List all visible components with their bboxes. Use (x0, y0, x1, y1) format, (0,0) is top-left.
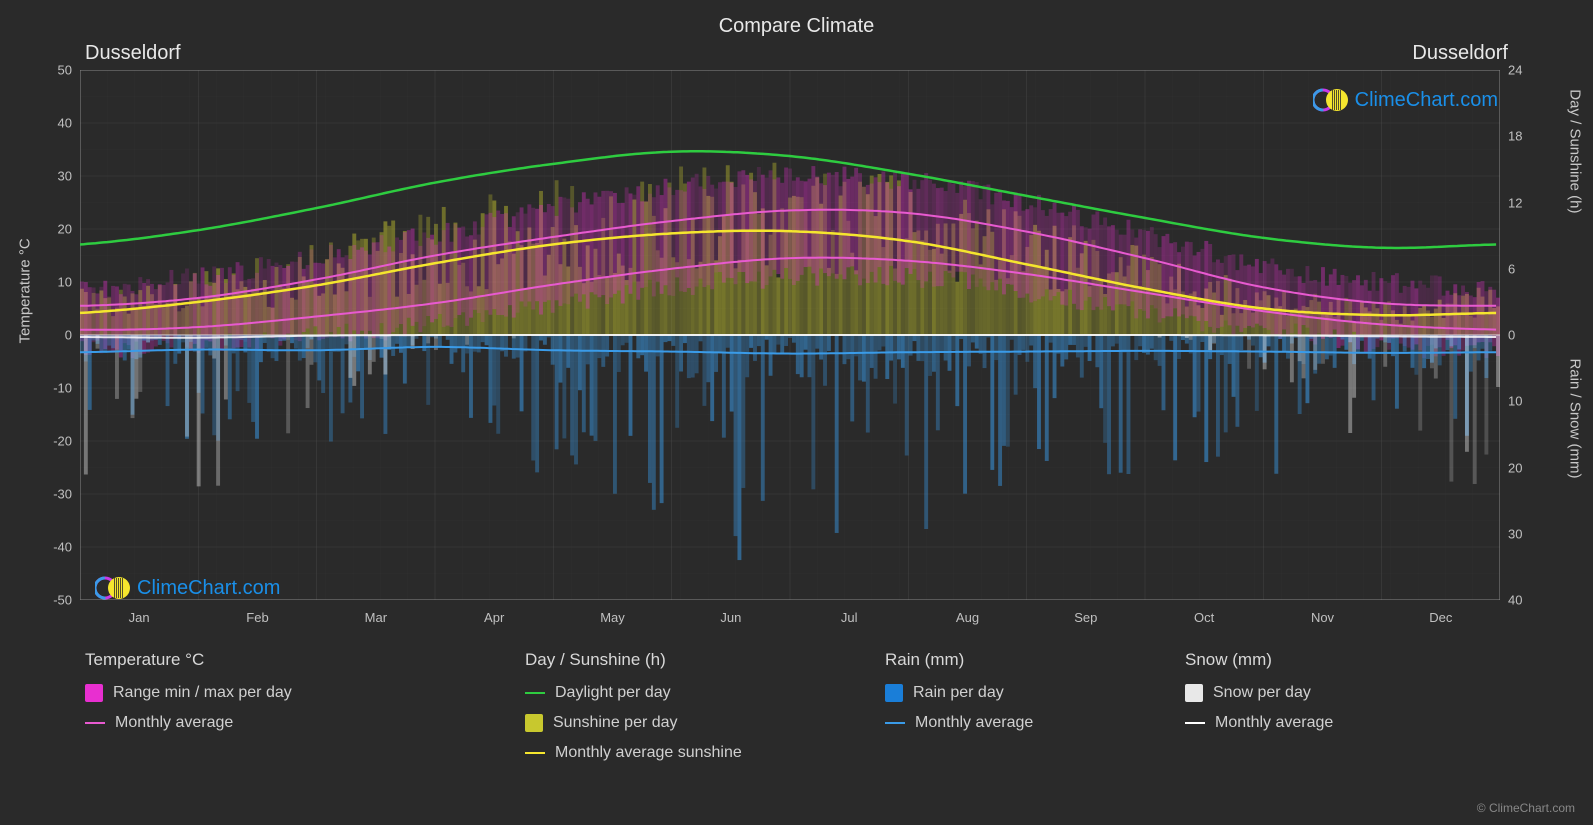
x-tick-month: Nov (1311, 610, 1334, 625)
legend-label: Daylight per day (555, 684, 671, 702)
x-tick-month: Oct (1194, 610, 1214, 625)
x-tick-month: Jan (129, 610, 150, 625)
legend-item-avg-sun: Monthly average sunshine (525, 744, 885, 762)
swatch-sunshine (525, 714, 543, 732)
climechart-logo-icon (1313, 87, 1349, 113)
y-tick-left: 0 (65, 328, 72, 343)
swatch-rain-avg (885, 722, 905, 724)
city-label-right: Dusseldorf (1412, 42, 1508, 65)
y-tick-right: 18 (1508, 129, 1522, 144)
y-tick-right: 40 (1508, 593, 1522, 608)
legend-item-temp-range: Range min / max per day (85, 684, 525, 702)
x-tick-month: Aug (956, 610, 979, 625)
y-tick-right: 10 (1508, 394, 1522, 409)
legend-col-snow: Snow (mm) Snow per day Monthly average (1185, 650, 1445, 762)
plot-area: -50-40-30-20-100102030405006121824102030… (80, 70, 1500, 600)
x-tick-month: Apr (484, 610, 504, 625)
watermark-text: ClimeChart.com (137, 577, 280, 600)
watermark-top-right: ClimeChart.com (1313, 87, 1498, 113)
y-tick-left: -50 (53, 593, 72, 608)
legend-label: Sunshine per day (553, 714, 678, 732)
legend-label: Range min / max per day (113, 684, 292, 702)
city-label-left: Dusseldorf (85, 42, 181, 65)
y-tick-left: 10 (58, 275, 72, 290)
y-tick-left: -30 (53, 487, 72, 502)
legend-item-rain-day: Rain per day (885, 684, 1185, 702)
legend-heading-temperature: Temperature °C (85, 650, 525, 670)
y-tick-left: -40 (53, 540, 72, 555)
x-tick-month: Sep (1074, 610, 1097, 625)
y-tick-left: -20 (53, 434, 72, 449)
legend-item-daylight: Daylight per day (525, 684, 885, 702)
y-tick-right: 12 (1508, 195, 1522, 210)
chart-svg (80, 70, 1500, 600)
swatch-temp-avg (85, 722, 105, 724)
x-tick-month: Mar (365, 610, 387, 625)
legend-col-temperature: Temperature °C Range min / max per day M… (85, 650, 525, 762)
y-tick-left: 30 (58, 169, 72, 184)
x-tick-month: Jun (720, 610, 741, 625)
x-tick-month: May (600, 610, 625, 625)
legend-col-daysun: Day / Sunshine (h) Daylight per day Suns… (525, 650, 885, 762)
y-tick-right: 24 (1508, 63, 1522, 78)
swatch-rain (885, 684, 903, 702)
legend-label: Monthly average sunshine (555, 744, 742, 762)
x-tick-month: Feb (246, 610, 268, 625)
legend-item-sunshine: Sunshine per day (525, 714, 885, 732)
watermark-text: ClimeChart.com (1355, 89, 1498, 112)
legend-heading-rain: Rain (mm) (885, 650, 1185, 670)
legend-item-temp-avg: Monthly average (85, 714, 525, 732)
climechart-logo-icon (95, 575, 131, 601)
y-tick-left: -10 (53, 381, 72, 396)
y-axis-right-top-label: Day / Sunshine (h) (1567, 89, 1584, 213)
copyright: © ClimeChart.com (1477, 801, 1575, 815)
x-tick-month: Dec (1429, 610, 1452, 625)
legend-label: Monthly average (1215, 714, 1333, 732)
watermark-bottom-left: ClimeChart.com (95, 575, 280, 601)
swatch-daylight (525, 692, 545, 694)
y-tick-right: 20 (1508, 460, 1522, 475)
legend-col-rain: Rain (mm) Rain per day Monthly average (885, 650, 1185, 762)
legend-heading-snow: Snow (mm) (1185, 650, 1445, 670)
y-axis-left-label: Temperature °C (17, 238, 34, 343)
y-tick-right: 30 (1508, 526, 1522, 541)
legend-item-snow-avg: Monthly average (1185, 714, 1445, 732)
x-tick-month: Jul (841, 610, 858, 625)
y-axis-right-bottom-label: Rain / Snow (mm) (1567, 358, 1584, 478)
legend: Temperature °C Range min / max per day M… (85, 650, 1505, 762)
legend-label: Monthly average (115, 714, 233, 732)
swatch-avg-sunshine (525, 752, 545, 754)
legend-label: Rain per day (913, 684, 1004, 702)
y-tick-right: 6 (1508, 261, 1515, 276)
legend-label: Snow per day (1213, 684, 1311, 702)
legend-label: Monthly average (915, 714, 1033, 732)
legend-item-rain-avg: Monthly average (885, 714, 1185, 732)
chart-title: Compare Climate (0, 0, 1593, 38)
legend-item-snow-day: Snow per day (1185, 684, 1445, 702)
y-tick-left: 40 (58, 116, 72, 131)
swatch-snow-avg (1185, 722, 1205, 724)
y-tick-right: 0 (1508, 328, 1515, 343)
y-tick-left: 50 (58, 63, 72, 78)
swatch-snow (1185, 684, 1203, 702)
legend-heading-daysun: Day / Sunshine (h) (525, 650, 885, 670)
swatch-temp-range (85, 684, 103, 702)
y-tick-left: 20 (58, 222, 72, 237)
